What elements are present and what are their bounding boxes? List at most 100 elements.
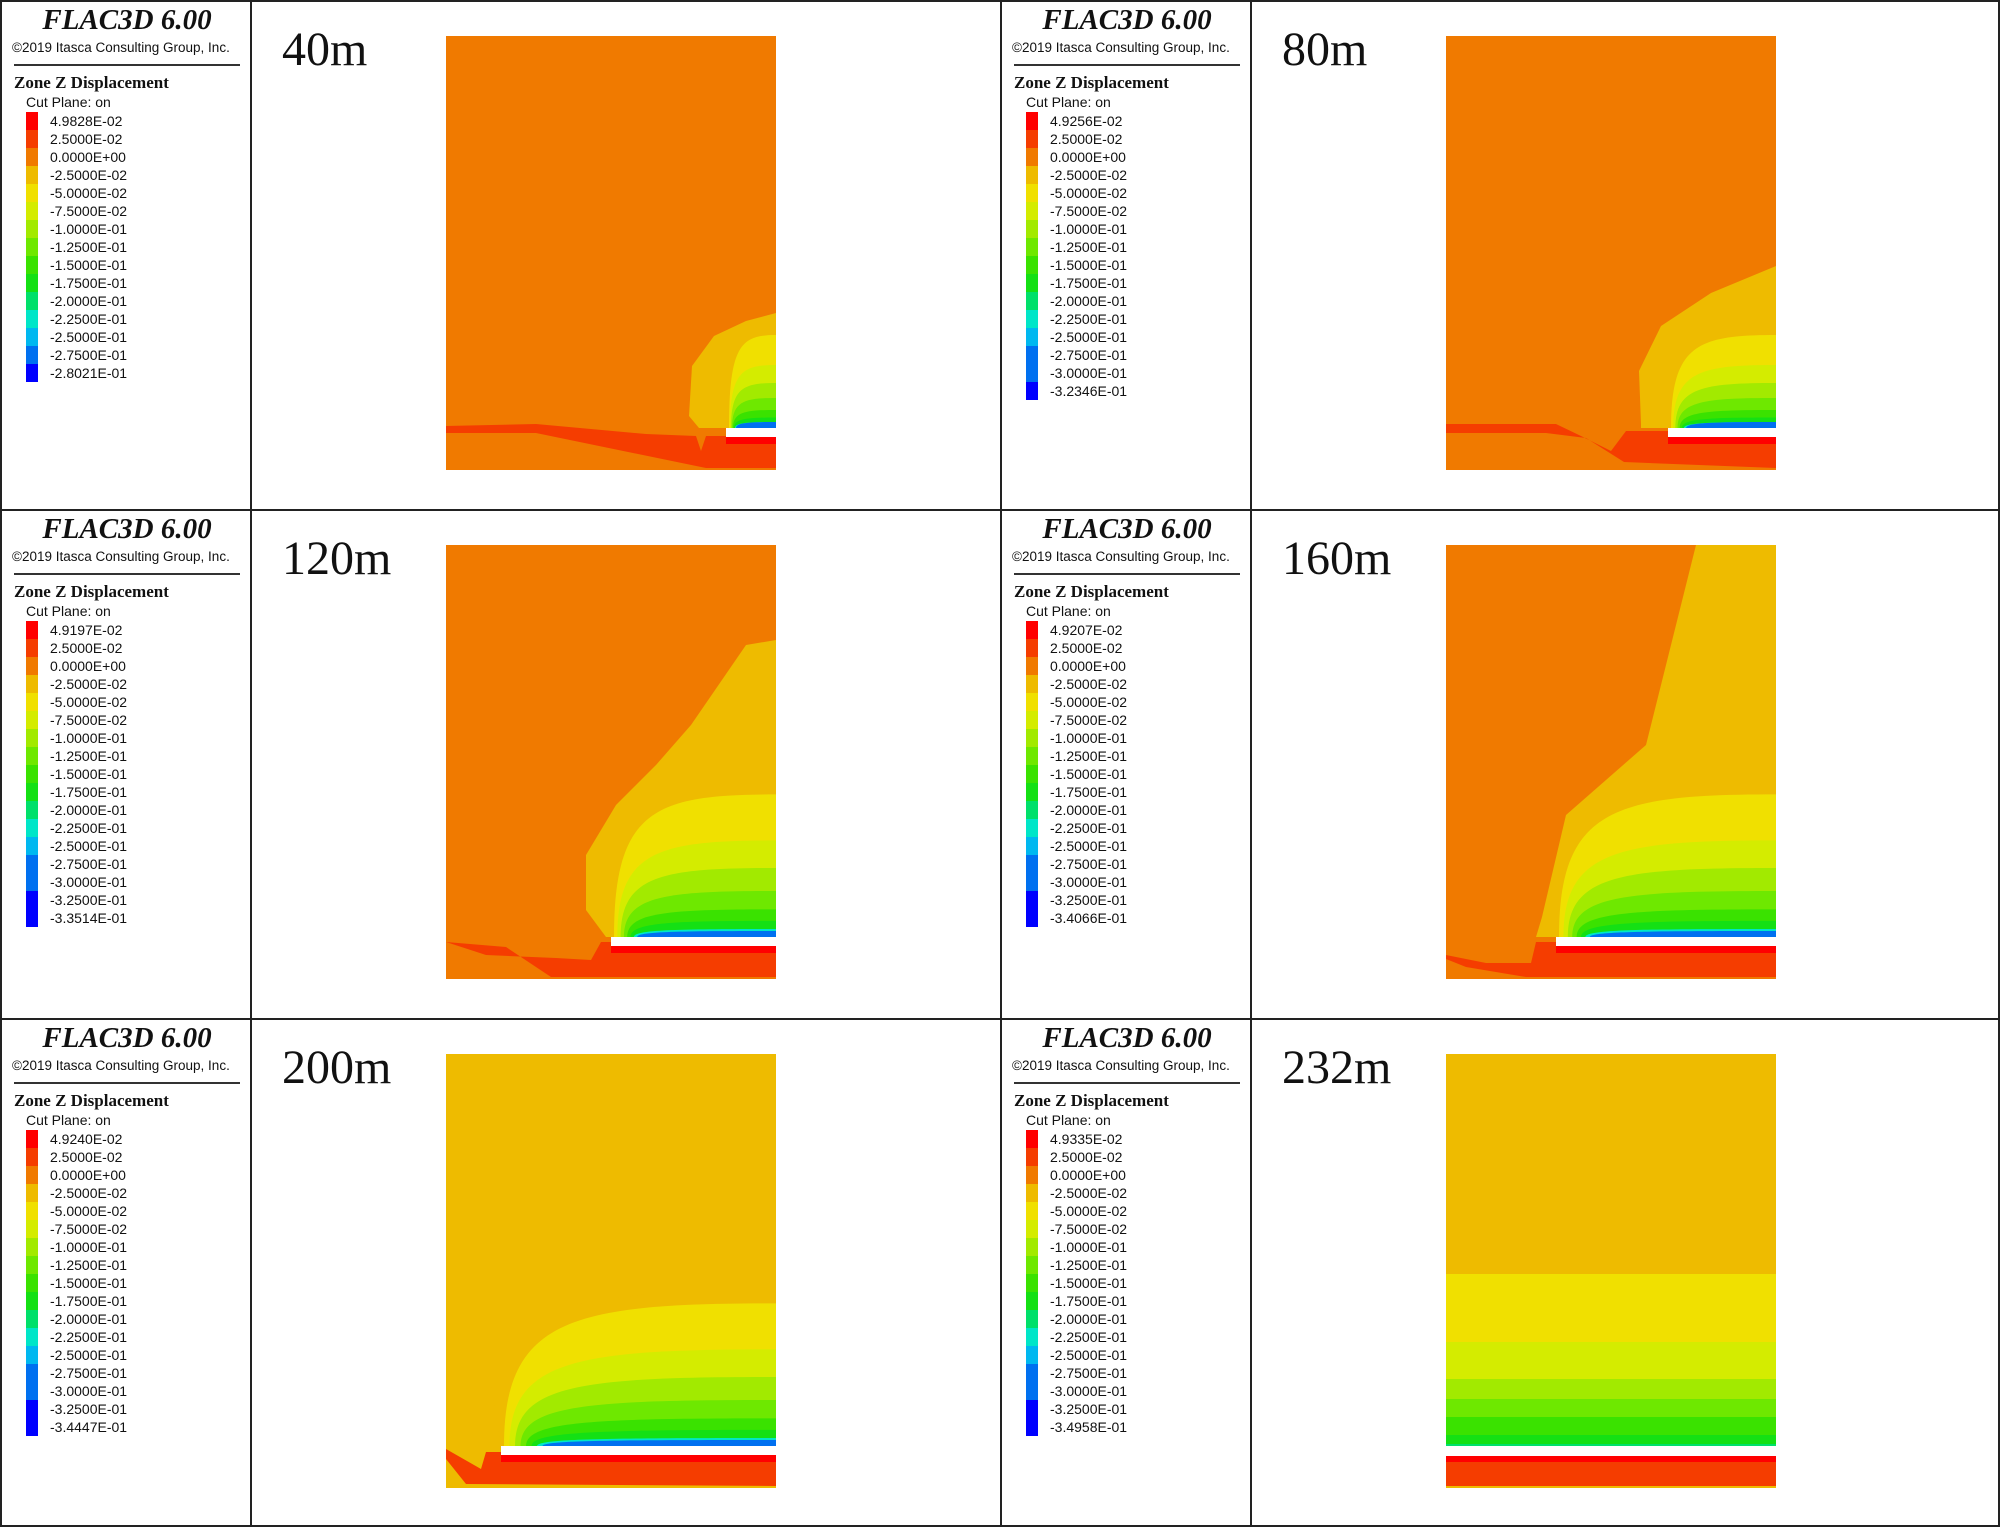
- legend-value: -3.0000E-01: [1050, 1383, 1128, 1399]
- legend-entry: -1.2500E-01: [26, 747, 226, 765]
- legend-entry: 2.5000E-02: [1026, 1148, 1226, 1166]
- legend-entry: 4.9335E-02: [1026, 1130, 1226, 1148]
- legend-value: -7.5000E-02: [50, 203, 128, 219]
- tunnel-excavation: [1668, 428, 1776, 437]
- model-view: 200m: [252, 1020, 1000, 1525]
- legend-swatch: [26, 891, 38, 909]
- legend-value: -3.2346E-01: [1050, 383, 1128, 399]
- legend-value: -1.0000E-01: [1050, 730, 1128, 746]
- displacement-band: [736, 422, 776, 428]
- legend-entry: -2.5000E-02: [26, 166, 226, 184]
- legend-entry: -2.5000E-02: [1026, 166, 1226, 184]
- legend-entry: -3.0000E-01: [1026, 873, 1226, 891]
- legend-swatch: [1026, 639, 1038, 657]
- legend-swatch: [1026, 1274, 1038, 1292]
- displacement-band: [1589, 931, 1776, 937]
- legend-swatch: [1026, 202, 1038, 220]
- legend-box: FLAC3D 6.00 ©2019 Itasca Consulting Group…: [2, 2, 252, 509]
- legend-swatch: [1026, 1400, 1038, 1418]
- legend-entry: 4.9828E-02: [26, 112, 226, 130]
- legend-value: -5.0000E-02: [1050, 1203, 1128, 1219]
- legend-swatch: [26, 873, 38, 891]
- legend-swatch: [1026, 1418, 1038, 1436]
- legend-value: -2.2500E-01: [1050, 820, 1128, 836]
- legend-scale: 4.9256E-02 2.5000E-02 0.0000E+00 -2.5000E-0…: [1026, 112, 1226, 400]
- legend-value: -2.7500E-01: [1050, 1365, 1128, 1381]
- model-view: 232m: [1252, 1020, 1998, 1525]
- legend-box: FLAC3D 6.00 ©2019 Itasca Consulting Group…: [2, 511, 252, 1018]
- legend-entry: -2.7500E-01: [26, 855, 226, 873]
- legend-value: 0.0000E+00: [50, 1167, 126, 1183]
- displacement-contour-plot: [446, 545, 776, 979]
- legend-entry: -3.0000E-01: [26, 873, 226, 891]
- legend-value: -1.5000E-01: [1050, 766, 1128, 782]
- legend-entry: -3.4447E-01: [26, 1418, 226, 1436]
- legend-value: 2.5000E-02: [50, 131, 123, 147]
- stage-panel: FLAC3D 6.00 ©2019 Itasca Consulting Group…: [0, 0, 1002, 511]
- legend-entry: 4.9256E-02: [1026, 112, 1226, 130]
- legend-entry: -2.5000E-01: [26, 328, 226, 346]
- legend-value: -2.7500E-01: [50, 347, 128, 363]
- displacement-band: [1446, 1444, 1776, 1446]
- floor-heave-peak: [1668, 436, 1776, 444]
- legend-swatch: [1026, 693, 1038, 711]
- legend-entry: -3.2500E-01: [1026, 1400, 1226, 1418]
- legend-separator: [1014, 1082, 1240, 1084]
- legend-entry: -1.5000E-01: [1026, 765, 1226, 783]
- legend-entry: -2.7500E-01: [1026, 346, 1226, 364]
- copyright-text: ©2019 Itasca Consulting Group, Inc.: [12, 1058, 230, 1073]
- legend-swatch: [26, 1130, 38, 1148]
- legend-entry: -1.2500E-01: [1026, 1256, 1226, 1274]
- legend-entry: -1.0000E-01: [1026, 1238, 1226, 1256]
- legend-value: -5.0000E-02: [50, 694, 128, 710]
- legend-entry: -2.5000E-02: [26, 1184, 226, 1202]
- legend-swatch: [26, 1148, 38, 1166]
- legend-entry: -2.0000E-01: [1026, 1310, 1226, 1328]
- legend-swatch: [1026, 130, 1038, 148]
- legend-entry: -5.0000E-02: [1026, 1202, 1226, 1220]
- legend-swatch: [1026, 148, 1038, 166]
- legend-value: 4.9240E-02: [50, 1131, 123, 1147]
- legend-value: -1.5000E-01: [1050, 257, 1128, 273]
- legend-swatch: [26, 747, 38, 765]
- legend-value: 2.5000E-02: [1050, 640, 1123, 656]
- stage-label: 80m: [1282, 23, 1368, 76]
- legend-entry: -1.2500E-01: [26, 1256, 226, 1274]
- legend-swatch: [26, 1256, 38, 1274]
- legend-swatch: [26, 112, 38, 130]
- legend-swatch: [26, 783, 38, 801]
- legend-entry: 0.0000E+00: [26, 657, 226, 675]
- legend-swatch: [1026, 184, 1038, 202]
- legend-entry: -1.0000E-01: [26, 220, 226, 238]
- legend-scale: 4.9240E-02 2.5000E-02 0.0000E+00 -2.5000E-0…: [26, 1130, 226, 1436]
- legend-value: -2.0000E-01: [50, 1311, 128, 1327]
- legend-value: -2.5000E-01: [1050, 838, 1128, 854]
- legend-entry: -1.5000E-01: [26, 765, 226, 783]
- legend-value: 4.9207E-02: [1050, 622, 1123, 638]
- legend-entry: -3.0000E-01: [1026, 1382, 1226, 1400]
- legend-swatch: [1026, 328, 1038, 346]
- legend-value: -3.2500E-01: [1050, 1401, 1128, 1417]
- app-title: FLAC3D 6.00: [1042, 1022, 1212, 1054]
- legend-swatch: [26, 693, 38, 711]
- displacement-band: [542, 1440, 776, 1446]
- legend-value: -3.0000E-01: [50, 874, 128, 890]
- cut-plane-status: Cut Plane: on: [1026, 1112, 1111, 1128]
- displacement-band: [637, 931, 776, 937]
- legend-scale: 4.9207E-02 2.5000E-02 0.0000E+00 -2.5000E-0…: [1026, 621, 1226, 927]
- legend-swatch: [1026, 1364, 1038, 1382]
- stage-panel: FLAC3D 6.00 ©2019 Itasca Consulting Group…: [1000, 0, 2000, 511]
- legend-swatch: [1026, 292, 1038, 310]
- legend-entry: -3.0000E-01: [26, 1382, 226, 1400]
- legend-value: -2.2500E-01: [50, 1329, 128, 1345]
- legend-swatch: [26, 1346, 38, 1364]
- legend-value: -3.2500E-01: [1050, 892, 1128, 908]
- legend-entry: -2.5000E-02: [26, 675, 226, 693]
- legend-swatch: [26, 148, 38, 166]
- legend-value: -7.5000E-02: [1050, 203, 1128, 219]
- legend-entry: -3.2500E-01: [26, 1400, 226, 1418]
- legend-entry: -1.7500E-01: [1026, 783, 1226, 801]
- legend-swatch: [1026, 1292, 1038, 1310]
- legend-swatch: [26, 1238, 38, 1256]
- legend-swatch: [1026, 837, 1038, 855]
